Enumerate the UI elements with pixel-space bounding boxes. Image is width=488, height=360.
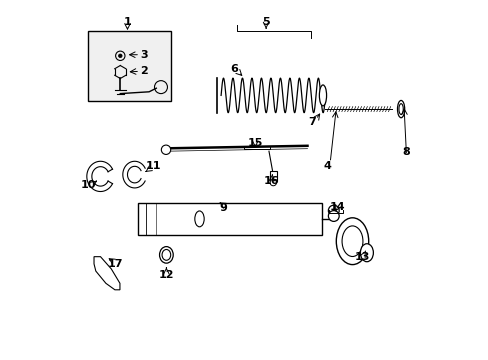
Polygon shape xyxy=(94,257,120,290)
Bar xyxy=(138,203,321,235)
Text: 14: 14 xyxy=(329,202,345,212)
Circle shape xyxy=(161,145,170,154)
Ellipse shape xyxy=(328,205,339,216)
Text: 6: 6 xyxy=(230,64,238,74)
Text: 5: 5 xyxy=(262,17,269,27)
Text: 8: 8 xyxy=(402,147,409,157)
Text: 15: 15 xyxy=(247,138,263,148)
Text: 13: 13 xyxy=(354,252,369,262)
Text: 16: 16 xyxy=(263,176,279,186)
Ellipse shape xyxy=(397,100,404,118)
Text: 11: 11 xyxy=(146,161,161,171)
Text: 7: 7 xyxy=(307,117,315,127)
Ellipse shape xyxy=(398,104,403,114)
Bar xyxy=(269,171,276,181)
Circle shape xyxy=(269,179,276,186)
Ellipse shape xyxy=(360,244,373,262)
Text: 17: 17 xyxy=(108,258,123,269)
Bar xyxy=(88,31,170,101)
Ellipse shape xyxy=(319,85,326,106)
Text: 2: 2 xyxy=(140,66,147,76)
Text: 10: 10 xyxy=(80,180,95,190)
Text: 9: 9 xyxy=(219,203,227,213)
Ellipse shape xyxy=(342,226,362,256)
Ellipse shape xyxy=(194,211,204,227)
Text: 1: 1 xyxy=(123,17,131,27)
Text: 4: 4 xyxy=(323,161,330,171)
Ellipse shape xyxy=(159,247,173,263)
Ellipse shape xyxy=(162,249,170,260)
Ellipse shape xyxy=(328,211,339,221)
Ellipse shape xyxy=(336,218,368,265)
Text: 3: 3 xyxy=(140,50,147,60)
Circle shape xyxy=(118,54,122,58)
Text: 12: 12 xyxy=(158,270,174,280)
